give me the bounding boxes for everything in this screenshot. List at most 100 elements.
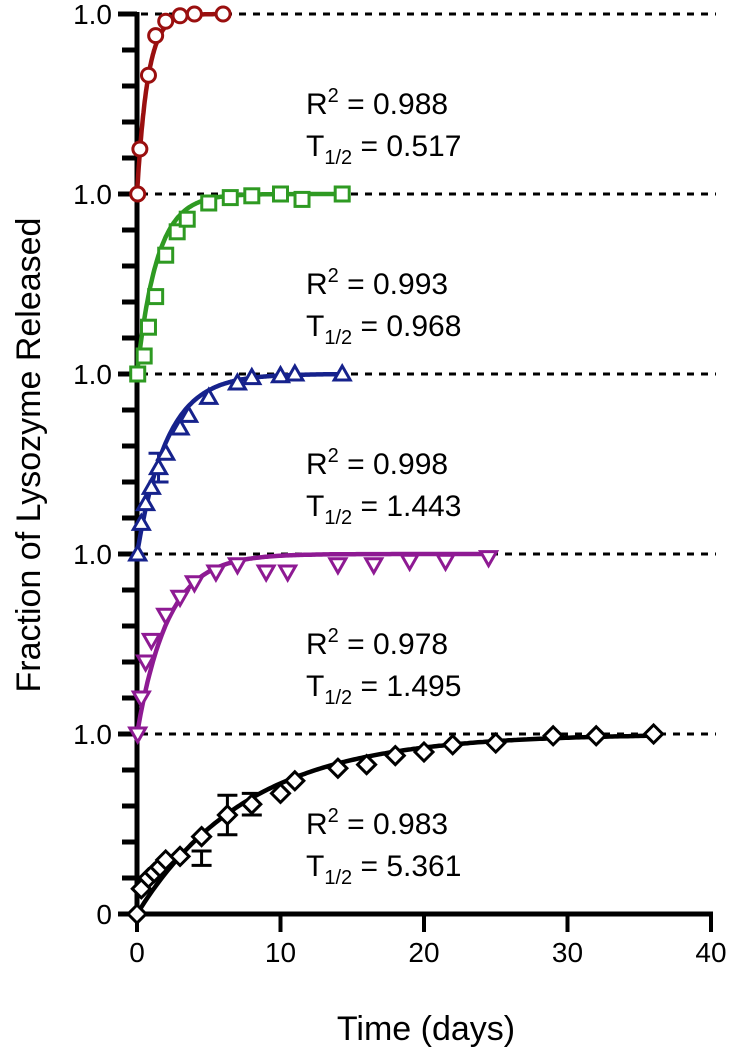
y-tick-label: 1.0 [73, 719, 112, 750]
y-tick-label: 0 [96, 899, 112, 930]
data-point-triangle-down [205, 564, 227, 584]
data-point-triangle-down [477, 550, 500, 569]
data-point-square [200, 194, 218, 212]
data-point-diamond [269, 782, 292, 805]
data-point-triangle [127, 542, 149, 562]
data-point-diamond [168, 845, 192, 868]
data-point-diamond [441, 733, 464, 756]
data-point-diamond [216, 803, 239, 827]
data-point-square [243, 187, 261, 205]
half-life-label: T1/2 = 0.968 [306, 310, 461, 349]
half-life-label: T1/2 = 0.517 [306, 130, 461, 169]
data-point-triangle-down [155, 607, 177, 627]
y-tick-label: 1.0 [73, 179, 112, 210]
data-point-triangle-down [135, 654, 157, 674]
data-point-square [139, 318, 157, 336]
data-point-diamond [484, 731, 507, 755]
series-3 [127, 362, 353, 562]
annotations: R2 = 0.988 T1/2 = 0.517 R2 = 0.993 T1/2 = 0… [306, 85, 461, 889]
data-point-triangle [269, 364, 292, 384]
data-point-circle [131, 140, 149, 158]
half-life-label: T1/2 = 1.495 [306, 670, 461, 709]
data-point-diamond [240, 793, 263, 816]
data-point-triangle-down [183, 575, 205, 594]
data-point-triangle-down [255, 564, 277, 584]
data-point-diamond [326, 757, 350, 780]
data-point-triangle [241, 366, 263, 386]
x-tick-label: 30 [552, 937, 583, 968]
data-point-triangle [147, 456, 170, 476]
r-squared-label: R2 = 0.988 [306, 85, 448, 121]
data-point-triangle-down [226, 557, 249, 576]
data-point-triangle [140, 476, 162, 495]
data-point-square [157, 246, 175, 264]
data-point-diamond [384, 744, 407, 767]
x-tick-label: 10 [265, 937, 296, 968]
half-life-label: T1/2 = 1.443 [306, 490, 461, 529]
data-point-square [135, 347, 153, 365]
data-point-circle [139, 66, 157, 84]
data-point-triangle-down [363, 557, 385, 576]
data-point-triangle-down [327, 557, 349, 576]
series-5 [125, 722, 665, 926]
data-point-triangle-down [169, 589, 191, 609]
data-point-square [129, 365, 147, 383]
x-tick-label: 40 [695, 937, 726, 968]
data-point-triangle-down [130, 690, 152, 710]
data-point-triangle [169, 416, 191, 436]
data-point-diamond [190, 825, 213, 848]
data-point-triangle-down [399, 553, 421, 573]
data-point-diamond [642, 722, 665, 746]
data-point-diamond [125, 902, 149, 926]
y-axis-label: Fraction of Lysozyme Released [10, 218, 48, 693]
data-point-circle [147, 27, 165, 45]
y-tick-label: 1.0 [73, 359, 112, 390]
data-point-diamond [412, 740, 436, 764]
series-2 [129, 185, 351, 383]
data-point-diamond [585, 724, 608, 747]
x-axis-label: Time (days) [337, 1010, 515, 1048]
data-point-triangle [135, 492, 157, 512]
r-squared-label: R2 = 0.978 [306, 625, 448, 661]
data-point-diamond [355, 753, 378, 776]
data-point-circle [214, 5, 232, 23]
data-point-triangle [226, 371, 249, 391]
data-point-circle [185, 5, 203, 23]
y-tick-label: 1.0 [73, 0, 112, 30]
data-point-diamond [283, 769, 306, 792]
x-tick-label: 0 [129, 937, 145, 968]
x-tick-label: 20 [408, 937, 439, 968]
axes: 0 1.0 1.0 1.0 1.0 1.0 0 10 20 30 40 [73, 0, 727, 968]
data-point-triangle [198, 386, 220, 405]
reference-lines [141, 12, 716, 736]
data-point-diamond [542, 724, 565, 747]
data-point-triangle [284, 362, 306, 382]
r-squared-label: R2 = 0.983 [306, 805, 448, 841]
data-point-square [178, 210, 196, 228]
data-point-triangle [155, 442, 177, 461]
data-point-circle [171, 7, 189, 25]
r-squared-label: R2 = 0.998 [306, 445, 448, 481]
data-point-square [333, 185, 351, 203]
data-point-square [221, 189, 239, 207]
data-point-square [147, 288, 165, 306]
r-squared-label: R2 = 0.993 [306, 265, 448, 301]
y-tick-label: 1.0 [73, 539, 112, 570]
data-point-circle [129, 185, 147, 203]
data-point-triangle [178, 404, 200, 423]
data-point-triangle [331, 362, 353, 382]
data-point-triangle-down [140, 632, 162, 652]
half-life-label: T1/2 = 5.361 [306, 850, 461, 889]
data-point-triangle-down [434, 553, 457, 573]
data-point-square [168, 223, 186, 241]
series-4 [127, 550, 500, 746]
series-layer [125, 5, 665, 926]
data-point-triangle [130, 512, 152, 531]
data-point-square [272, 185, 289, 203]
data-point-circle [157, 12, 175, 30]
series-1 [129, 5, 232, 203]
data-point-triangle-down [277, 564, 299, 584]
data-point-square [293, 190, 311, 208]
data-point-triangle-down [127, 726, 149, 746]
